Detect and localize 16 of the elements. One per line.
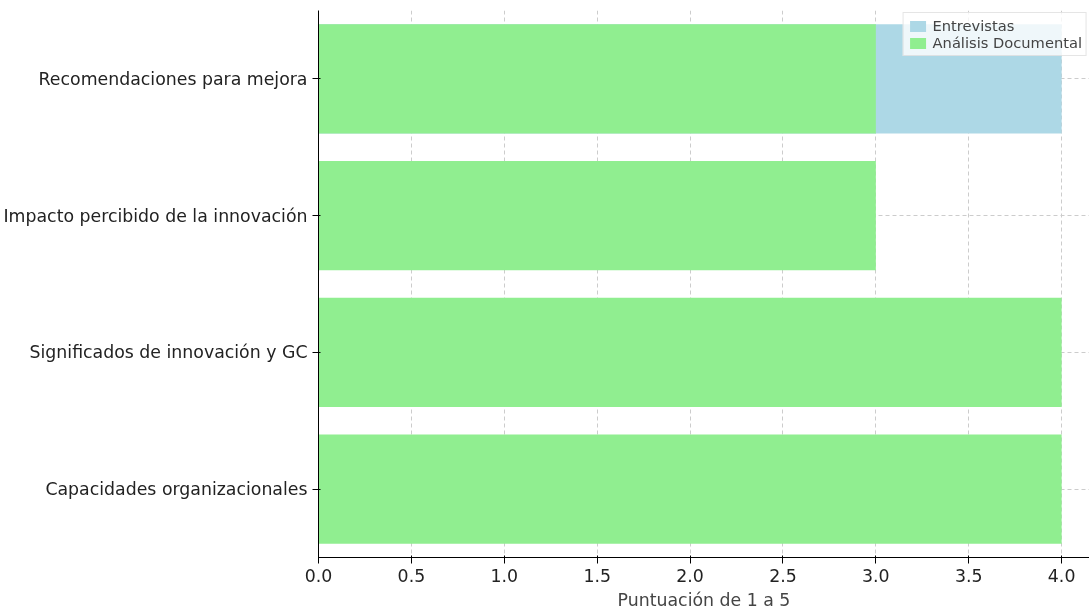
- x-tick-label: 4.0: [1047, 565, 1076, 586]
- legend-label: Entrevistas: [932, 17, 1015, 34]
- x-tick-label: 3.0: [862, 565, 890, 586]
- y-tick-label: Recomendaciones para mejora: [38, 68, 308, 89]
- x-tick-label: 0.5: [397, 565, 426, 586]
- x-tick-label: 0.0: [304, 565, 333, 586]
- x-tick-label: 2.5: [769, 565, 797, 586]
- x-axis-title: Puntuación de 1 a 5: [617, 589, 791, 610]
- x-tick-label: 2.0: [676, 565, 704, 586]
- y-tick-label: Capacidades organizacionales: [45, 479, 308, 500]
- y-tick-label: Significados de innovación y GC: [29, 342, 308, 363]
- x-tick-label: 3.5: [954, 565, 983, 586]
- x-tick-label: 1.0: [490, 565, 519, 586]
- x-tick-label: 1.5: [583, 565, 611, 586]
- y-tick-label: Impacto percibido de la innovación: [3, 205, 308, 226]
- legend-label: Análisis Documental: [932, 34, 1082, 51]
